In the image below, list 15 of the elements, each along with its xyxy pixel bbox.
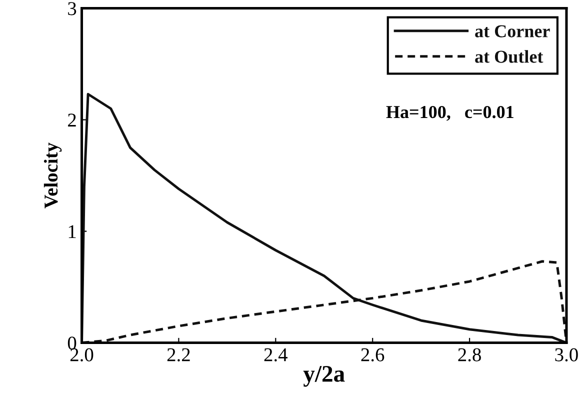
annotation: Ha=100, c=0.01 xyxy=(386,106,514,121)
y-axis-title: Velocity xyxy=(44,142,62,208)
y-tick-label: 2 xyxy=(68,114,76,127)
x-tick-label: 2.6 xyxy=(361,348,384,362)
x-tick-label: 3.0 xyxy=(555,348,578,362)
legend-label: at Corner xyxy=(475,25,550,38)
x-tick-label: 2.4 xyxy=(264,348,288,362)
x-tick-label: 2.8 xyxy=(458,348,481,362)
y-tick-label: 3 xyxy=(68,2,76,16)
y-tick-label: 0 xyxy=(68,336,76,350)
x-axis-title: y/2a xyxy=(303,366,345,387)
y-tick-label: 1 xyxy=(68,225,76,238)
x-tick-label: 2.2 xyxy=(167,348,190,362)
legend-label: at Outlet xyxy=(475,50,544,63)
x-tick-label: 2.0 xyxy=(70,348,94,362)
